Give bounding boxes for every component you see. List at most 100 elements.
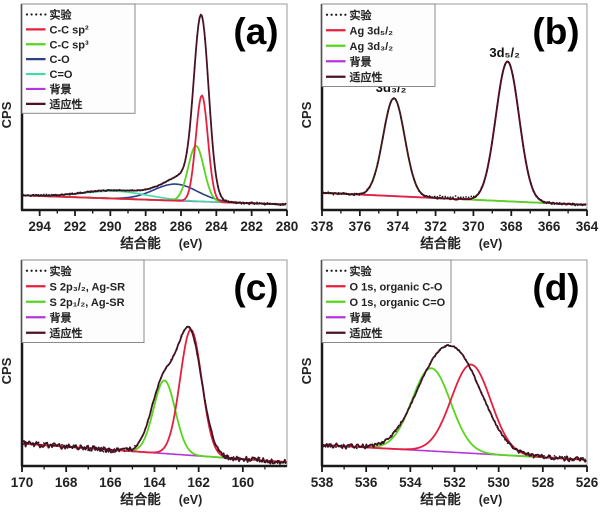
x-tick-label: 532 <box>443 475 466 490</box>
x-tick-label: 294 <box>28 219 51 234</box>
x-tick-label: 370 <box>462 219 485 234</box>
legend-swatch-dots <box>39 13 42 16</box>
x-tick-label: 290 <box>99 219 122 234</box>
x-tick-label: 526 <box>576 475 599 490</box>
series-fit-envelope <box>321 343 587 463</box>
x-tick-label: 364 <box>576 219 599 234</box>
legend-swatch-dots <box>44 269 47 272</box>
legend-label: 实验 <box>50 264 73 278</box>
legend-swatch-dots <box>39 269 42 272</box>
x-tick-label: 166 <box>99 475 122 490</box>
x-tick-label: 160 <box>232 475 255 490</box>
legend-swatch-dots <box>335 269 338 272</box>
series-experiment <box>322 344 587 462</box>
legend-d: 实验 O 1s, organic C-O O 1s, organic C=O背景适应… <box>321 259 452 343</box>
legend-label: C-C sp³ <box>50 39 89 51</box>
legend-label: Ag 3d₃/₂ <box>350 41 394 53</box>
legend-swatch-dots <box>335 13 338 16</box>
series-experiment <box>322 60 587 207</box>
series-fit-envelope <box>21 13 287 206</box>
legend-swatch-dots <box>330 269 333 272</box>
x-axis-label: 结合能 <box>120 235 161 251</box>
legend-label: S 2p₃/₂, Ag-SR <box>50 281 126 293</box>
legend-swatch-dots <box>25 13 29 16</box>
x-tick-label: 530 <box>487 475 510 490</box>
y-axis-label: CPS <box>300 357 314 384</box>
legend-label: 实验 <box>350 264 373 278</box>
panel-c-s2p-spectrum: 170 168 166 164 162 160 结合能 (eV) CPS (c) 实验 S 2p₃/₂… <box>0 256 300 513</box>
x-tick-label: 368 <box>500 219 523 234</box>
legend-label: C-C sp² <box>50 24 89 36</box>
legend-swatch-dots <box>25 269 29 272</box>
legend-label: 适应性 <box>50 326 83 340</box>
legend-label: 背景 <box>50 82 72 96</box>
legend-label: 适应性 <box>50 97 83 111</box>
x-tick-label: 366 <box>538 219 561 234</box>
legend-label: C=O <box>50 69 73 81</box>
x-axis-unit: (eV) <box>179 493 203 507</box>
legend-label: 适应性 <box>350 326 383 340</box>
legend-swatch-dots <box>44 13 47 16</box>
x-axis-label: 结合能 <box>120 491 161 507</box>
x-axis-unit: (eV) <box>479 237 503 251</box>
y-axis-label: CPS <box>0 101 14 128</box>
legend-swatch-dots <box>35 269 38 272</box>
legend-label: O 1s, organic C=O <box>350 297 446 309</box>
series-fit-envelope <box>321 60 587 207</box>
x-tick-label: 534 <box>399 475 422 490</box>
legend-swatch-dots <box>330 13 333 16</box>
legend-label: 背景 <box>50 310 72 324</box>
peak-annotation: 3d₅/₂ <box>489 45 520 60</box>
legend-label: O 1s, organic C-O <box>350 281 443 293</box>
legend-swatch-dots <box>344 269 347 272</box>
legend-swatch-dots <box>30 13 33 16</box>
panel-letter-a: (a) <box>233 11 278 52</box>
legend-label: S 2p₁/₂, Ag-SR <box>50 297 125 309</box>
x-tick-label: 162 <box>187 475 210 490</box>
x-tick-label: 536 <box>355 475 378 490</box>
x-tick-label: 538 <box>311 475 334 490</box>
x-tick-label: 378 <box>311 219 334 234</box>
panel-b-ag3d-spectrum: 378 376 374 372 370 368 366 364 结合能 (eV) CPS (b) 3d₃… <box>300 0 600 256</box>
x-tick-label: 288 <box>134 219 157 234</box>
x-tick-label: 372 <box>424 219 447 234</box>
spectrum-svg-d: 538 536 534 532 530 528 526 结合能 (eV) CPS (d) 实验 O 1s… <box>300 259 599 507</box>
x-axis-label: 结合能 <box>420 491 461 507</box>
x-axis-unit: (eV) <box>479 493 503 507</box>
series-ag-3d-3-2 <box>321 97 587 206</box>
y-axis-label: CPS <box>0 357 14 384</box>
x-axis-label: 结合能 <box>420 235 461 251</box>
x-tick-label: 376 <box>349 219 372 234</box>
x-tick-label: 280 <box>276 219 299 234</box>
x-tick-label: 284 <box>205 219 228 234</box>
series-fit-envelope <box>21 325 287 465</box>
y-axis-label: CPS <box>300 101 314 128</box>
panel-letter-b: (b) <box>532 11 579 52</box>
legend-swatch-dots <box>35 13 38 16</box>
legend-swatch-dots <box>30 269 33 272</box>
spectrum-svg-c: 170 168 166 164 162 160 结合能 (eV) CPS (c) 实验 S 2p₃/₂… <box>0 259 288 507</box>
series-s-2p-3-2 <box>21 328 287 463</box>
series-experiment <box>22 325 287 464</box>
x-tick-label: 374 <box>386 219 409 234</box>
x-tick-label: 286 <box>170 219 193 234</box>
legend-label: Ag 3d₅/₂ <box>350 25 394 37</box>
x-tick-label: 528 <box>532 475 555 490</box>
legend-label: 背景 <box>350 310 372 324</box>
panel-letter-c: (c) <box>233 267 278 308</box>
legend-label: 背景 <box>350 54 372 68</box>
legend-label: C-O <box>50 54 71 66</box>
x-tick-label: 282 <box>240 219 263 234</box>
panel-letter-d: (d) <box>532 267 579 308</box>
x-tick-label: 292 <box>64 219 87 234</box>
legend-swatch-dots <box>339 13 342 16</box>
spectrum-svg-a: 294 292 290 288 286 284 282 280 结合能 (eV) CPS (a) 实验 C… <box>0 3 299 251</box>
x-tick-label: 170 <box>11 475 34 490</box>
x-tick-label: 164 <box>143 475 166 490</box>
panel-d-o1s-spectrum: 538 536 534 532 530 528 526 结合能 (eV) CPS (d) 实验 O 1s… <box>300 256 600 513</box>
